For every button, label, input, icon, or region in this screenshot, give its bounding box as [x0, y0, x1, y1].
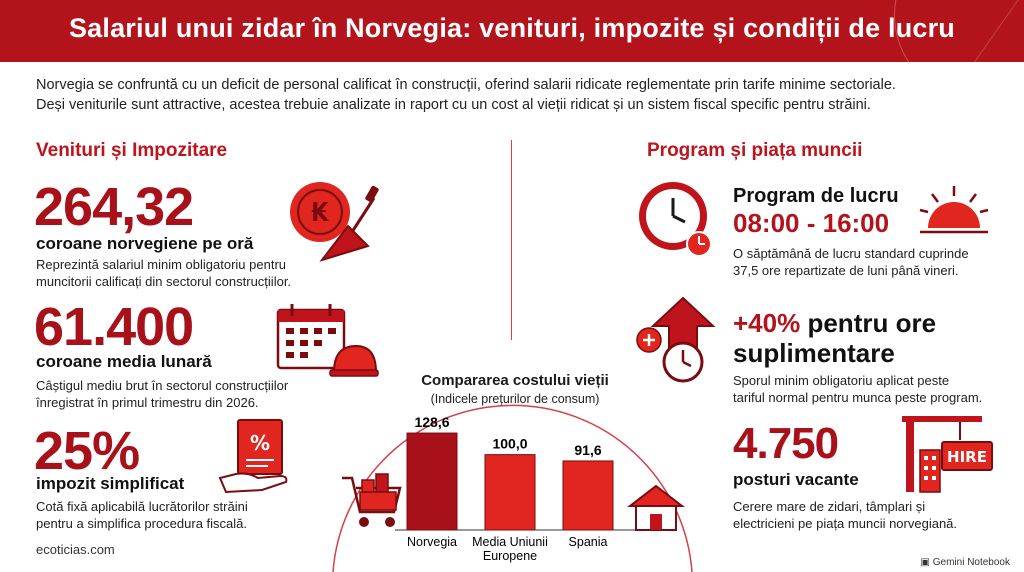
crane-hire-icon: HIRE: [902, 416, 993, 493]
overtime-value: +40%: [733, 308, 801, 338]
notebook-icon: ▣: [920, 557, 933, 568]
sunrise-icon: [919, 186, 989, 234]
column-divider: [511, 140, 512, 340]
chart-category-label-2: Spania: [569, 535, 608, 549]
percent-symbol: %: [250, 431, 270, 455]
tax-rate-value: 25%: [34, 421, 140, 481]
overtime-label: pentru ore: [807, 308, 937, 338]
chart-bar-2: [562, 460, 614, 531]
coin-symbol: ₭: [311, 198, 330, 228]
chart-value-label-0: 128,6: [414, 414, 449, 430]
intro-line-1: Norvegia se confruntă cu un deficit de p…: [36, 77, 896, 93]
right-section-title: Program și piața muncii: [647, 140, 863, 161]
vacancies-value: 4.750: [733, 419, 839, 468]
chart-category-label-0: Norvegia: [407, 535, 457, 549]
overtime-heading: +40% pentru ore: [733, 308, 936, 339]
overtime-arrow-clock-icon: [636, 296, 716, 383]
chart-subtitle: (Indicele prețurilor de consum): [430, 392, 600, 406]
left-section-title: Venituri și Impozitare: [36, 140, 228, 161]
coin-trowel-icon: ₭: [290, 182, 379, 262]
shopping-cart-icon: [342, 473, 402, 527]
hourly-wage-value: 264,32: [34, 177, 194, 237]
intro-text: Norvegia se confruntă cu un deficit de p…: [36, 75, 996, 115]
monthly-wage-label: coroane media lunară: [36, 352, 212, 371]
schedule-desc: O săptămână de lucru standard cuprinde 37…: [733, 246, 969, 278]
chart-category-label-1: Media Uniunii: [472, 535, 548, 549]
house-icon: [627, 484, 685, 531]
monthly-wage-desc: Câștigul mediu brut în sectorul construc…: [36, 378, 289, 410]
tax-document-icon: %: [218, 419, 288, 494]
overtime-desc: Sporul minim obligatoriu aplicat peste ta…: [733, 373, 983, 405]
chart-category-label-1-line2: Europene: [483, 549, 537, 563]
chart-value-label-1: 100,0: [492, 436, 527, 452]
hire-sign-text: HIRE: [947, 448, 987, 466]
brand-label: ▣ Gemini Notebook: [920, 557, 1011, 568]
monthly-wage-value: 61.400: [34, 297, 194, 357]
chart-value-label-2: 91,6: [574, 442, 601, 458]
chart-bar-1: [484, 454, 536, 531]
chart-title: Compararea costului vieții: [421, 372, 609, 389]
page-title: Salariul unui zidar în Norvegia: venitur…: [68, 13, 956, 43]
vacancies-label: posturi vacante: [733, 470, 859, 489]
hourly-wage-label: coroane norvegiene pe oră: [36, 234, 254, 253]
source-link[interactable]: ecoticias.com: [36, 542, 115, 557]
overtime-label-2: suplimentare: [733, 338, 895, 368]
vacancies-desc: Cerere mare de zidari, tâmplari și electr…: [733, 499, 958, 531]
clock-icon: [639, 182, 712, 257]
tax-rate-desc: Cotă fixă aplicabilă lucrătorilor străin…: [36, 499, 248, 531]
header-banner: Salariul unui zidar în Norvegia: venitur…: [0, 0, 1024, 62]
hourly-wage-desc: Reprezintă salariul minim obligatoriu pe…: [36, 257, 292, 289]
chart-bar-0: [406, 432, 458, 531]
schedule-heading: Program de lucru: [733, 185, 899, 207]
intro-line-2: Deși veniturile sunt attractive, acestea…: [36, 97, 871, 113]
calendar-hardhat-icon: [276, 304, 379, 377]
tax-rate-label: impozit simplificat: [36, 474, 185, 493]
schedule-hours: 08:00 - 16:00: [733, 208, 890, 238]
